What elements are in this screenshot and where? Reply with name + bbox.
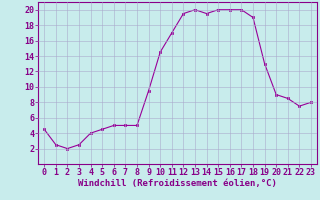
X-axis label: Windchill (Refroidissement éolien,°C): Windchill (Refroidissement éolien,°C) [78, 179, 277, 188]
